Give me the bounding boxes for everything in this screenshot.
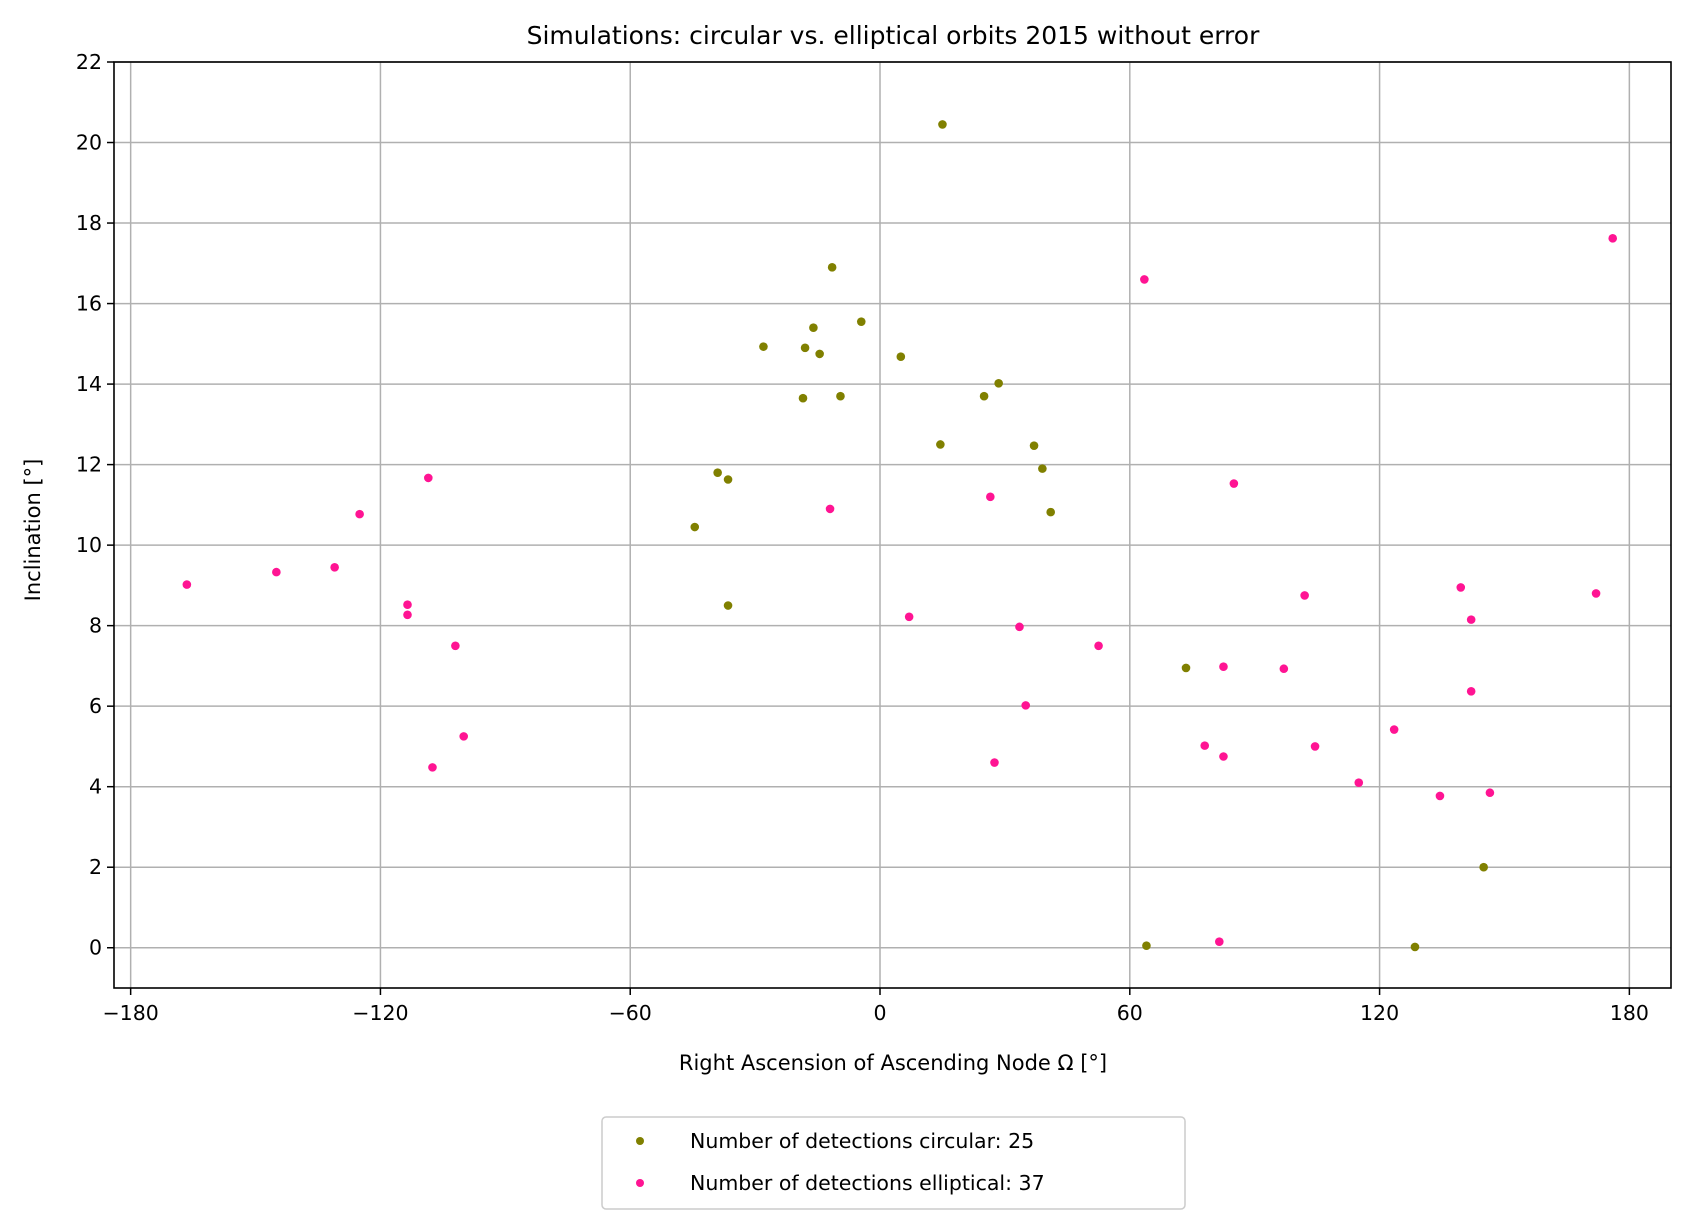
data-point [272,567,281,577]
data-point [1354,778,1364,787]
data-point [759,342,768,351]
data-point [459,732,469,741]
y-tick-label: 10 [76,533,102,557]
data-point [1279,664,1289,674]
y-tick-label: 22 [76,50,102,74]
data-point [1015,622,1024,632]
data-point [827,263,837,272]
data-point [355,509,364,519]
legend-marker-elliptical [636,1179,644,1187]
chart-title: Simulations: circular vs. elliptical orb… [527,21,1260,50]
data-point [1219,662,1228,672]
y-tick-label: 2 [89,855,102,879]
y-tick-label: 0 [89,936,102,960]
data-point [1142,941,1151,951]
data-point [1466,615,1476,624]
data-point [1094,641,1103,651]
x-tick-label: 180 [1610,1001,1649,1025]
data-point [690,522,700,532]
data-point [990,758,999,767]
x-tick-label: 120 [1360,1001,1399,1025]
data-point [424,473,433,483]
y-tick-label: 8 [89,614,102,638]
data-point [994,378,1003,388]
data-point [798,393,808,403]
data-points [182,120,1618,952]
y-tick-label: 14 [76,372,102,396]
data-point [1200,741,1210,750]
x-tick-label: −60 [609,1001,652,1025]
y-axis-label: Inclination [°] [21,459,45,602]
legend: Number of detections circular: 25 Number… [601,1116,1186,1210]
data-point [1466,686,1476,696]
data-point [723,475,733,484]
data-point [1485,788,1495,798]
x-tick-label: 0 [873,1001,886,1025]
y-tick-label: 12 [76,453,102,477]
data-point [896,352,906,362]
data-point [979,391,989,401]
data-point [1229,479,1239,488]
data-point [1300,591,1309,600]
data-point [1608,234,1618,243]
x-axis-label: Right Ascension of Ascending Node Ω [°] [679,1051,1107,1075]
x-tick-label: −180 [102,1001,158,1025]
data-point [856,317,866,326]
data-point [1215,937,1224,946]
data-point [428,763,437,772]
data-point [986,492,995,502]
y-tick-label: 20 [76,131,102,155]
data-point [936,440,945,449]
data-point [1029,441,1039,450]
x-axis-ticks: −180 −120 −60 0 60 120 180 [102,988,1649,1025]
data-point [723,601,733,610]
x-tick-label: −120 [352,1001,408,1025]
plot-area-frame [113,61,1672,989]
data-point [1591,589,1601,598]
data-point [1389,725,1399,734]
data-point [1046,507,1055,517]
data-point [182,580,192,589]
data-point [1021,701,1031,710]
y-tick-label: 4 [89,775,102,799]
legend-label-circular: Number of detections circular: 25 [690,1129,1034,1153]
grid-lines [114,61,1671,988]
data-point [904,612,914,622]
data-point [1310,742,1320,751]
data-point [403,600,412,610]
data-point [1410,942,1420,952]
data-point [800,343,810,353]
data-point [1479,862,1488,872]
series-1 [182,234,1618,946]
data-point [451,641,460,651]
data-point [1456,583,1466,592]
y-tick-label: 6 [89,694,102,718]
data-point [330,562,339,572]
data-point [713,468,722,477]
data-point [825,504,835,514]
data-point [809,323,818,333]
legend-marker-circular [636,1137,644,1145]
y-tick-label: 18 [76,211,102,235]
data-point [815,349,824,359]
data-point [938,120,947,129]
y-axis-ticks: 0 2 4 6 8 10 12 14 16 18 20 22 [76,50,114,960]
legend-label-elliptical: Number of detections elliptical: 37 [690,1171,1045,1195]
data-point [403,610,412,620]
data-point [836,391,845,401]
data-point [1435,791,1445,801]
data-point [1181,663,1191,673]
data-point [1140,275,1149,284]
data-point [1038,464,1047,473]
x-tick-label: 60 [1117,1001,1143,1025]
legend-box [601,1116,1186,1210]
y-tick-label: 16 [76,292,102,316]
series-0 [690,120,1488,952]
data-point [1219,752,1228,761]
